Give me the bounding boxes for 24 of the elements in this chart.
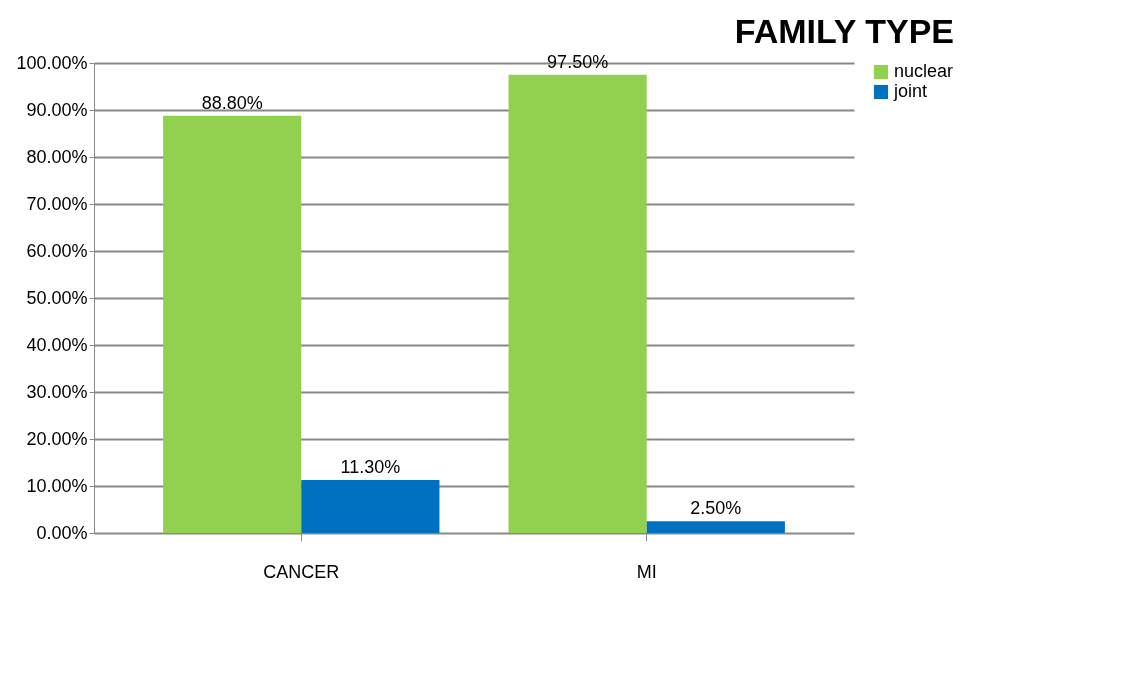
y-tick-label: 60.00% bbox=[26, 240, 88, 261]
legend-label: nuclear bbox=[894, 61, 954, 81]
y-tick-label: 80.00% bbox=[26, 146, 88, 167]
data-label: 97.50% bbox=[547, 51, 609, 72]
chart-title: FAMILY TYPE bbox=[734, 11, 954, 50]
bar bbox=[163, 115, 302, 533]
y-tick-label: 50.00% bbox=[26, 287, 88, 308]
y-tick-label: 30.00% bbox=[26, 381, 88, 402]
y-tick-label: 100.00% bbox=[16, 52, 88, 73]
data-label: 88.80% bbox=[201, 92, 263, 113]
y-tick-label: 10.00% bbox=[26, 475, 88, 496]
data-label: 11.30% bbox=[340, 456, 401, 477]
y-tick-label: 90.00% bbox=[26, 99, 88, 120]
x-tick-label: MI bbox=[636, 561, 657, 582]
bar bbox=[301, 479, 440, 533]
bar bbox=[508, 74, 647, 533]
x-tick-label: CANCER bbox=[263, 561, 340, 582]
y-tick-label: 20.00% bbox=[26, 428, 88, 449]
data-label: 2.50% bbox=[690, 498, 742, 519]
y-tick-label: 0.00% bbox=[36, 522, 88, 543]
y-tick-label: 40.00% bbox=[26, 334, 88, 355]
y-tick-label: 70.00% bbox=[26, 193, 88, 214]
legend-label: joint bbox=[893, 81, 928, 101]
bar bbox=[646, 521, 785, 533]
